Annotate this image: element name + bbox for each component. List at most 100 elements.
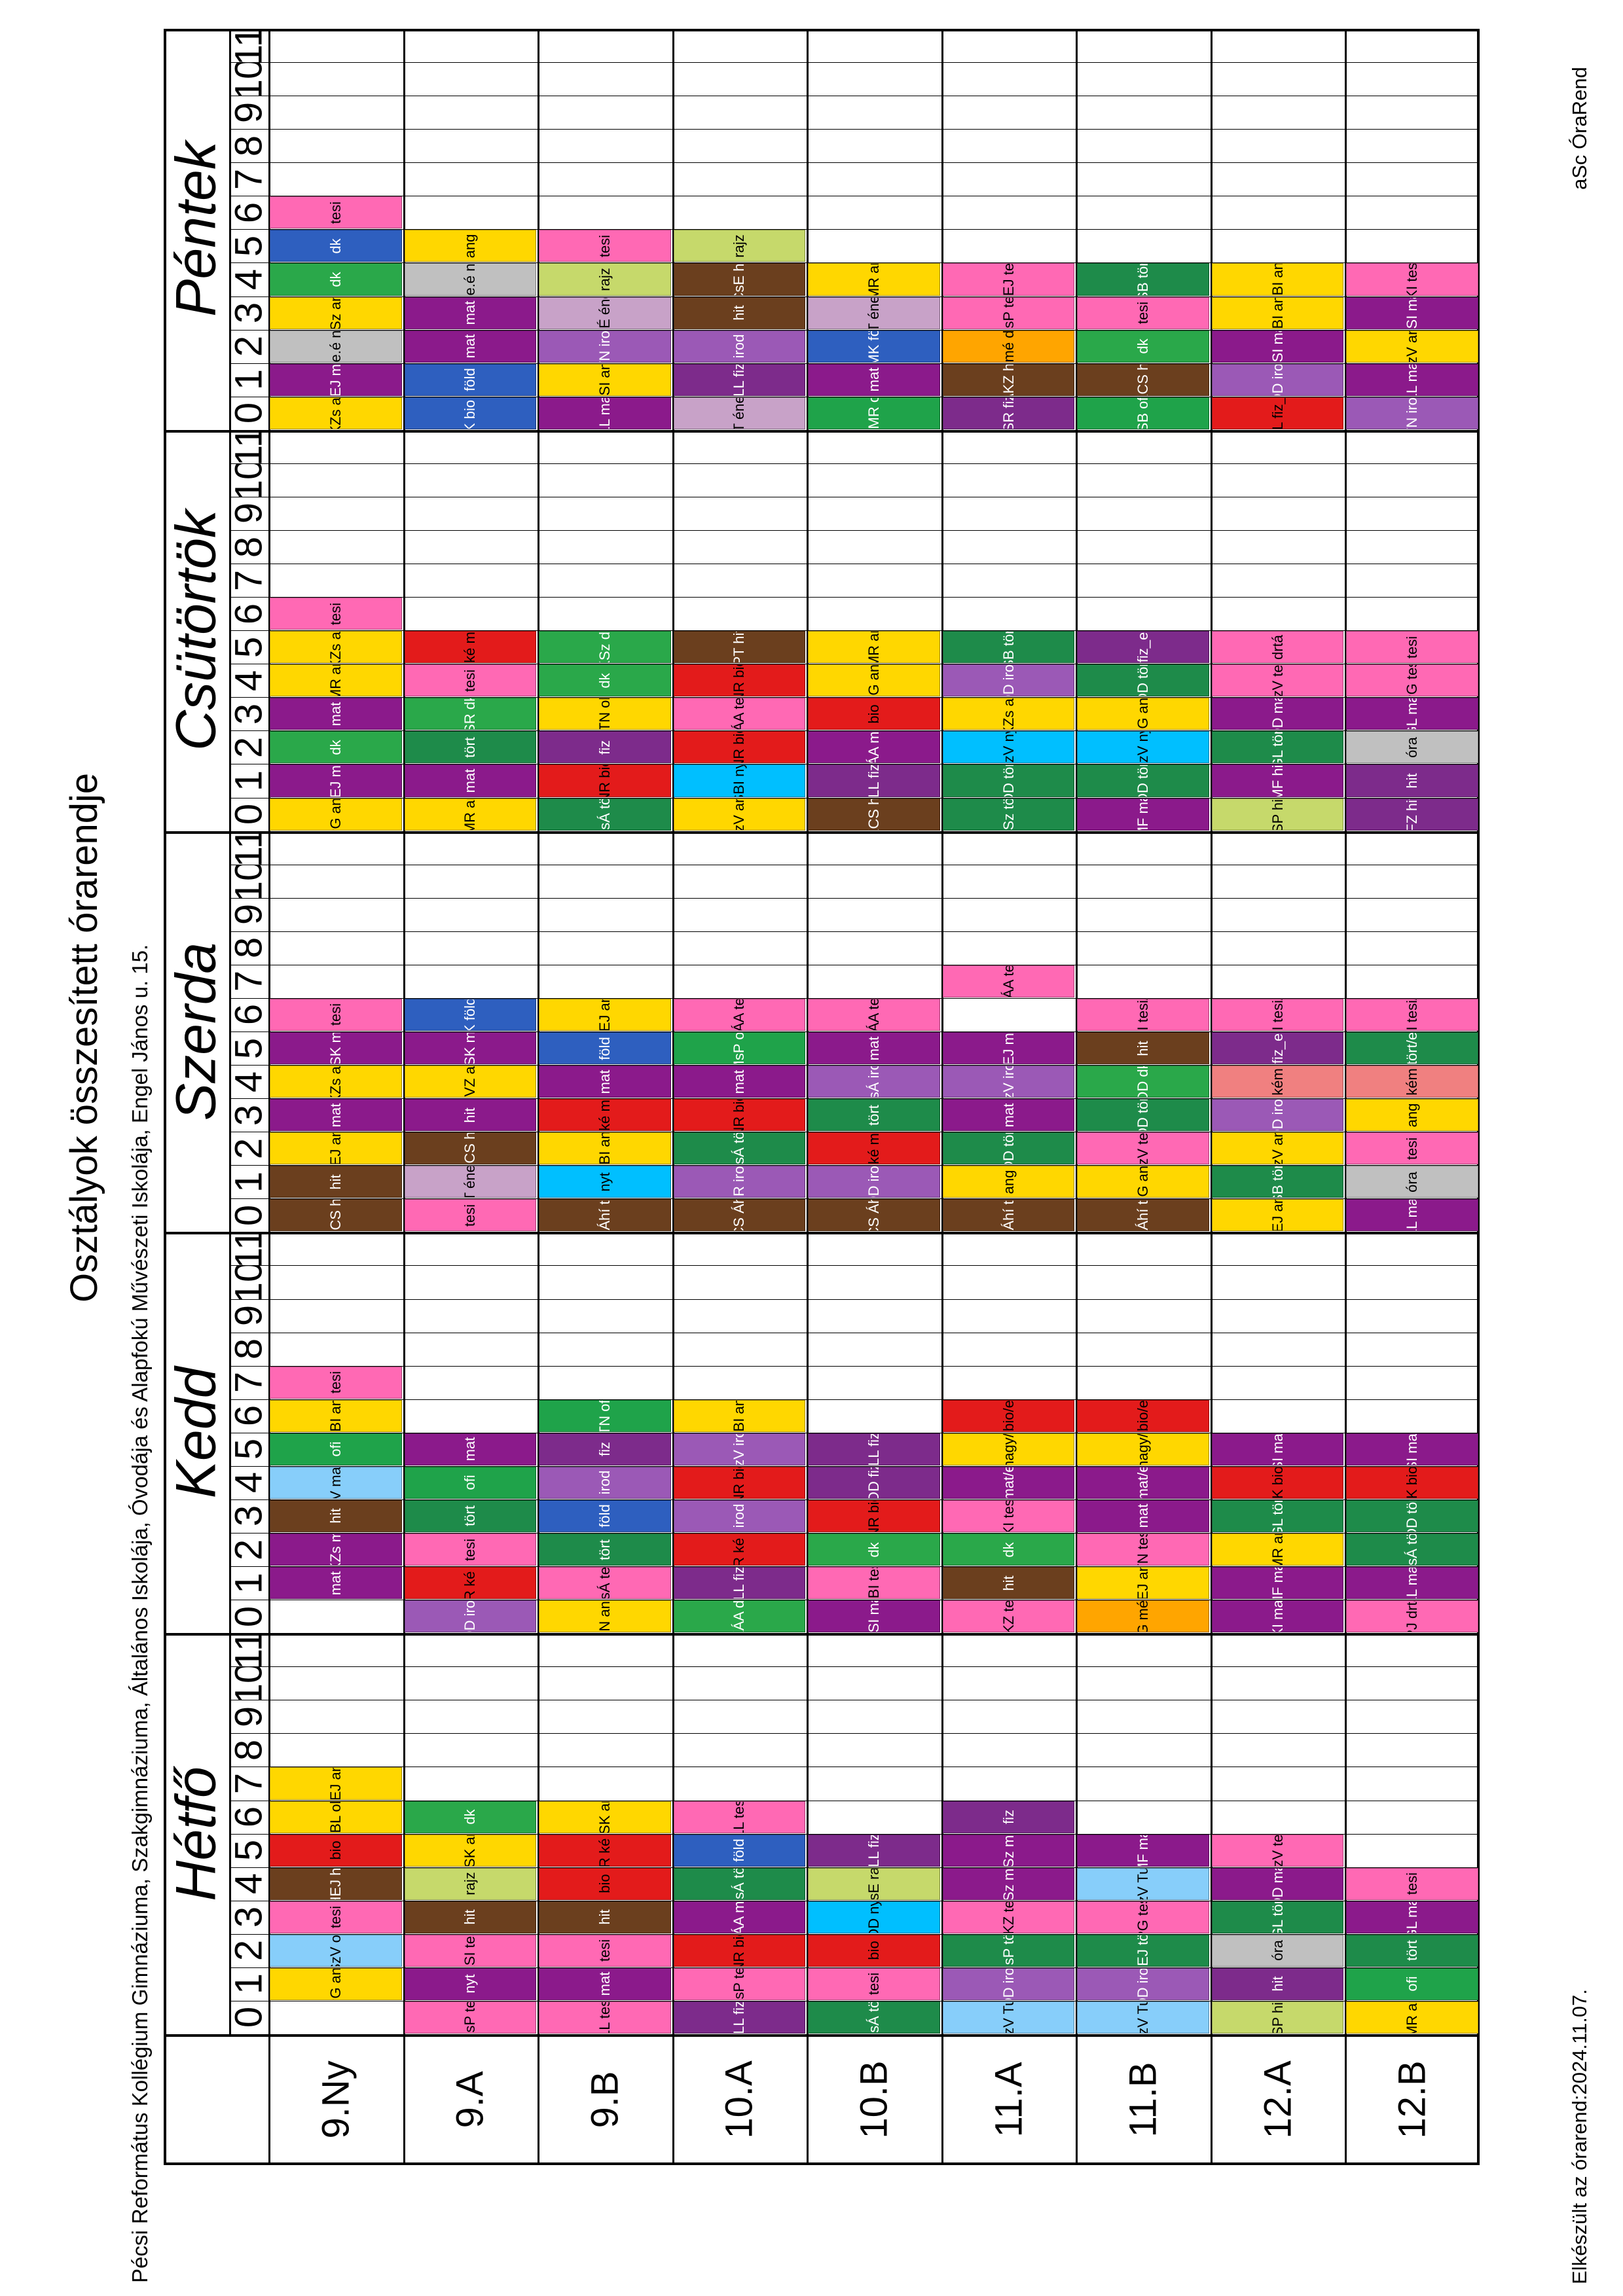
lesson-block: ang [404, 230, 537, 262]
period-label-cell: 3 [229, 296, 268, 330]
lesson-text: MF hit [1269, 764, 1286, 797]
lesson-block: KSI mat [1346, 296, 1478, 329]
lesson-block: tört [539, 1534, 671, 1566]
lesson-block: NR bio [673, 1099, 806, 1132]
period-label-cell: 2 [229, 330, 268, 363]
lesson-text: SBI ang [1269, 263, 1286, 296]
period-label-cell: 9 [229, 1700, 268, 1733]
lesson-text: nyt [596, 1172, 613, 1192]
lesson-text: tört/e [1404, 1032, 1421, 1065]
lesson-block: MsP ofi [673, 1032, 806, 1065]
lesson-text: MSK ang [596, 1801, 613, 1833]
lesson-block: tesi [270, 998, 402, 1031]
lesson-block: DD irod [942, 664, 1075, 697]
lesson-text: MF mat [1135, 798, 1152, 831]
lesson-text: tesi [865, 1973, 882, 1996]
lesson-block: CsÁ irod [808, 1066, 940, 1098]
lesson-block: PG ang [270, 1967, 402, 2000]
lesson-block: óra [1346, 1166, 1478, 1198]
lesson-block: LL tesi [673, 1801, 806, 1833]
period-number: 7 [229, 971, 268, 992]
lesson-text: LL mat [1404, 1199, 1421, 1232]
page-subtitle: Pécsi Református Kollégium Gimnáziuma, S… [128, 944, 152, 2283]
lesson-block: rajz [673, 230, 806, 262]
lesson-block: dk [404, 1801, 537, 1833]
lesson-block: SzVZ ang [404, 1066, 537, 1098]
period-label-cell: 4 [229, 1466, 268, 1499]
lesson-text: SB tört [1135, 263, 1152, 296]
lesson-text: bio [865, 704, 882, 724]
period-number: 3 [229, 302, 268, 324]
lesson-block: bio [808, 698, 940, 730]
period-number: 0 [229, 403, 268, 424]
period-label-cell: 7 [229, 965, 268, 998]
lesson-block: ang [942, 1166, 1075, 1198]
period-number: 4 [229, 670, 268, 691]
lesson-text: fiz_e [1269, 1033, 1286, 1064]
lesson-text: ofi [462, 1475, 479, 1491]
lesson-text: GL tört [1269, 1901, 1286, 1933]
lesson-text: Áhí t [596, 1200, 613, 1230]
lesson-block: FZ hit [1346, 798, 1478, 831]
lesson-block: fiz_e [1211, 1032, 1344, 1065]
lesson-text: PT éne k [462, 1166, 479, 1198]
lesson-block: MSK ang [404, 1834, 537, 1867]
lesson-text: SzV ofi [327, 1934, 344, 1967]
period-label-cell: 6 [229, 1801, 268, 1834]
lesson-text: HEJ ang [596, 998, 613, 1031]
lesson-block: hit [270, 1166, 402, 1198]
lesson-text: LL tesi [596, 2001, 613, 2034]
lesson-text: DD irod [462, 1600, 479, 1633]
lesson-block: KÁA mat [673, 1901, 806, 1933]
lesson-block: KSI ang [539, 363, 671, 396]
lesson-text: LL mat [1404, 363, 1421, 396]
lesson-text: hit [1135, 1040, 1152, 1056]
lesson-text: mat [596, 1972, 613, 1996]
lesson-text: DD irod [1000, 1967, 1017, 2000]
lesson-block: NR bio [673, 1934, 806, 1967]
lesson-text: NR bio [731, 1099, 748, 1132]
lesson-text: AKZ tesi [1000, 1600, 1017, 1633]
lesson-block: dk [270, 230, 402, 262]
grid-line [229, 296, 1480, 297]
lesson-text: tesi [1404, 636, 1421, 658]
grid-line [164, 429, 1480, 433]
lesson-text: KÁA tesi [865, 998, 882, 1031]
period-label-cell: 6 [229, 597, 268, 630]
lesson-block: SBI ang [1211, 296, 1344, 329]
lesson-text: KÁA mat [865, 731, 882, 764]
lesson-text: HEJ ang [1269, 1199, 1286, 1232]
lesson-text: LL fiz [865, 1834, 882, 1867]
lesson-text: KSz mat [1000, 1867, 1017, 1900]
period-number: 7 [229, 1772, 268, 1795]
period-number: 8 [229, 937, 268, 959]
lesson-text: óra [1404, 737, 1421, 758]
lesson-block: bio/e [942, 1399, 1075, 1432]
lesson-block: KSz tört [942, 798, 1075, 831]
grid-line [229, 463, 1480, 464]
lesson-block: TN ang [539, 1600, 671, 1633]
lesson-text: bio/e [1000, 1400, 1017, 1432]
lesson-text: mat [1135, 1504, 1152, 1528]
lesson-block: KI tesi/k [1346, 998, 1478, 1031]
lesson-text: CsE hit [731, 263, 748, 296]
lesson-block: fiz [539, 731, 671, 764]
lesson-text: SzV nyt [1135, 731, 1152, 764]
lesson-block: MsP tört [942, 1934, 1075, 1967]
lesson-text: PG ang [327, 798, 344, 831]
lesson-text: föld [462, 368, 479, 391]
grid-line [229, 262, 1480, 264]
lesson-text: magy/e [1000, 1433, 1017, 1465]
class-name: 10.A [718, 2060, 761, 2139]
lesson-block: KI tesi [942, 1499, 1075, 1532]
lesson-text: ofi [327, 1441, 344, 1457]
lesson-text: irod [596, 1471, 613, 1495]
period-label-cell: 11 [229, 430, 268, 463]
lesson-block: föld [673, 1834, 806, 1867]
lesson-block: BMR ang [808, 263, 940, 296]
lesson-block: mat [404, 296, 537, 329]
class-label-cell: 9.Ny [268, 2034, 403, 2165]
period-label-cell: 1 [229, 363, 268, 397]
lesson-text: DD tört [1404, 1499, 1421, 1532]
lesson-text: tesi [1404, 1137, 1421, 1160]
